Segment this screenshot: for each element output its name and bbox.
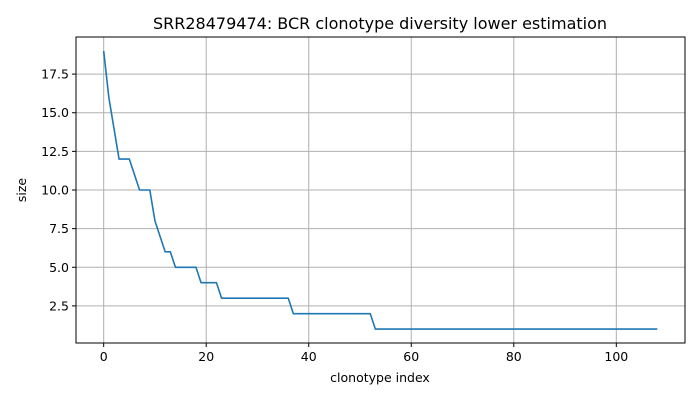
y-tick-label: 17.5 xyxy=(41,67,69,82)
y-tick-label: 5.0 xyxy=(49,260,69,275)
y-axis-ticks: 2.5 5.0 7.5 10.0 12.5 15.0 17.5 xyxy=(41,67,76,313)
x-tick-label: 40 xyxy=(301,349,317,364)
y-axis-label: size xyxy=(14,178,29,203)
y-tick-label: 10.0 xyxy=(41,183,69,198)
x-tick-label: 80 xyxy=(506,349,522,364)
y-tick-label: 7.5 xyxy=(49,221,69,236)
x-tick-label: 0 xyxy=(100,349,108,364)
x-axis-label: clonotype index xyxy=(330,370,430,385)
y-tick-label: 15.0 xyxy=(41,105,69,120)
series-line-1 xyxy=(102,50,658,330)
series-group xyxy=(102,50,658,330)
x-axis-ticks: 0 20 40 60 80 100 xyxy=(100,343,628,364)
y-tick-label: 2.5 xyxy=(49,298,69,313)
chart-title: SRR28479474: BCR clonotype diversity low… xyxy=(153,14,607,33)
x-tick-label: 100 xyxy=(604,349,628,364)
y-tick-label: 12.5 xyxy=(41,144,69,159)
x-tick-label: 60 xyxy=(403,349,419,364)
x-tick-label: 20 xyxy=(198,349,214,364)
